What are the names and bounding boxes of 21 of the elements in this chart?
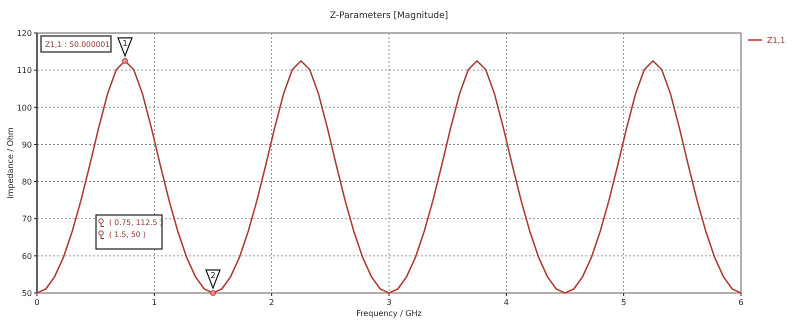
chart-title: Z-Parameters [Magnitude] xyxy=(330,11,448,21)
annotation: 1 xyxy=(122,38,128,48)
y-tick-label: 90 xyxy=(22,140,32,150)
y-tick-label: 110 xyxy=(16,66,32,76)
y-tick-label: 80 xyxy=(22,178,32,187)
x-tick-label: 0 xyxy=(34,298,40,307)
x-axis-title: Frequency / GHz xyxy=(356,309,422,318)
y-axis-title: Impedance / Ohm xyxy=(6,127,15,199)
x-tick-label: 6 xyxy=(738,298,744,307)
x-tick-label: 2 xyxy=(269,298,274,307)
x-tick-label: 1 xyxy=(152,298,157,307)
x-tick-label: 5 xyxy=(621,298,626,307)
annotation: 2 xyxy=(210,271,216,280)
y-tick-label: 70 xyxy=(22,214,32,224)
y-tick-label: 50 xyxy=(22,289,32,298)
legend-label: Z1,1 xyxy=(767,36,786,45)
x-tick-label: 4 xyxy=(504,298,509,307)
y-tick-label: 60 xyxy=(22,252,32,261)
y-tick-label: 100 xyxy=(16,103,32,112)
x-tick-label: 3 xyxy=(386,298,392,307)
y-tick-label: 120 xyxy=(16,29,32,38)
